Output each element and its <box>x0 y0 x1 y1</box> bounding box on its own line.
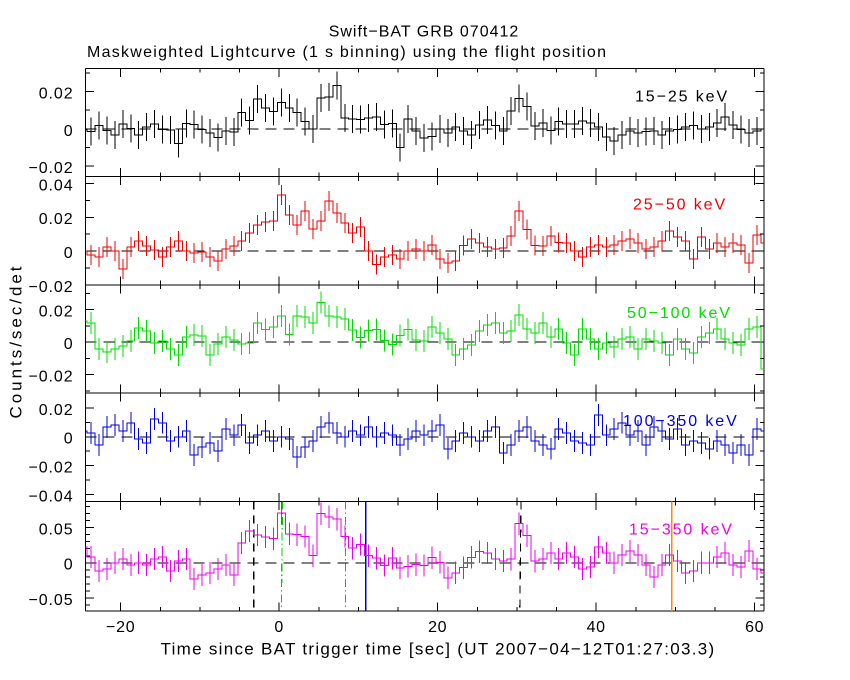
svg-text:0: 0 <box>64 431 74 448</box>
svg-text:50−100 keV: 50−100 keV <box>627 305 732 322</box>
svg-text:−0.02: −0.02 <box>29 160 74 177</box>
svg-text:15−350 keV: 15−350 keV <box>629 522 734 539</box>
svg-text:−0.02: −0.02 <box>29 279 74 296</box>
svg-text:Counts/sec/det: Counts/sec/det <box>7 264 26 419</box>
svg-text:Maskweighted Lightcurve (1 s b: Maskweighted Lightcurve (1 s binning) us… <box>87 44 607 61</box>
svg-text:40: 40 <box>587 619 606 636</box>
svg-text:0: 0 <box>64 557 74 574</box>
svg-text:0.02: 0.02 <box>39 304 74 321</box>
svg-text:25−50 keV: 25−50 keV <box>633 197 727 214</box>
svg-text:Time since BAT trigger time [s: Time since BAT trigger time [sec] (UT 20… <box>161 639 716 658</box>
svg-text:0.04: 0.04 <box>39 177 74 194</box>
svg-text:−0.04: −0.04 <box>29 489 74 506</box>
svg-text:0.02: 0.02 <box>39 86 74 103</box>
svg-text:0: 0 <box>64 123 74 140</box>
svg-text:60: 60 <box>745 619 764 636</box>
svg-text:0.02: 0.02 <box>39 211 74 228</box>
svg-text:Swift−BAT GRB 070412: Swift−BAT GRB 070412 <box>329 24 520 41</box>
svg-text:15−25 keV: 15−25 keV <box>635 88 729 105</box>
svg-text:−20: −20 <box>106 619 135 636</box>
svg-text:20: 20 <box>428 619 447 636</box>
svg-text:−0.02: −0.02 <box>29 460 74 477</box>
svg-text:0.02: 0.02 <box>39 402 74 419</box>
svg-text:0: 0 <box>64 336 74 353</box>
svg-text:0: 0 <box>64 245 74 262</box>
svg-text:−0.02: −0.02 <box>29 369 74 386</box>
svg-text:−0.05: −0.05 <box>29 592 74 609</box>
svg-text:100−350 keV: 100−350 keV <box>623 413 739 430</box>
svg-text:0.05: 0.05 <box>39 522 74 539</box>
svg-text:0: 0 <box>274 619 284 636</box>
